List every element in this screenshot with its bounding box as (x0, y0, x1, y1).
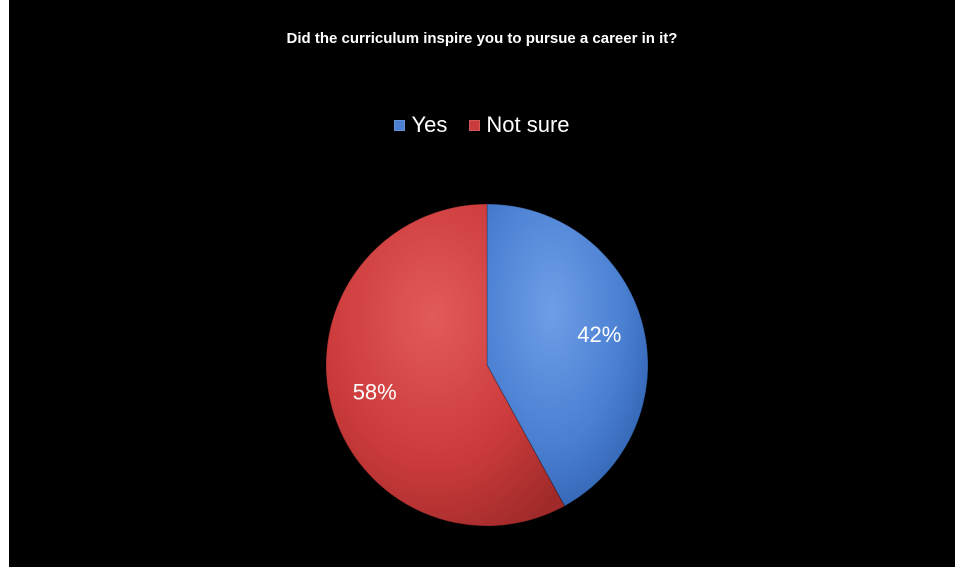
legend-item-not-sure: Not sure (469, 112, 570, 138)
legend: Yes Not sure (9, 112, 955, 138)
chart-area: Did the curriculum inspire you to pursue… (9, 0, 955, 567)
legend-swatch-yes (394, 119, 406, 131)
legend-item-yes: Yes (394, 112, 447, 138)
pie-chart: 42% 58% (325, 203, 649, 527)
legend-label-not-sure: Not sure (486, 112, 570, 137)
pie-slice-yes (486, 203, 649, 507)
legend-label-yes: Yes (411, 112, 448, 137)
data-label-not-sure: 58% (353, 380, 397, 405)
data-label-yes: 42% (577, 322, 621, 347)
chart-title: Did the curriculum inspire you to pursue… (286, 30, 678, 47)
legend-swatch-not-sure (469, 119, 481, 131)
pie-slice-not-sure (325, 203, 566, 527)
